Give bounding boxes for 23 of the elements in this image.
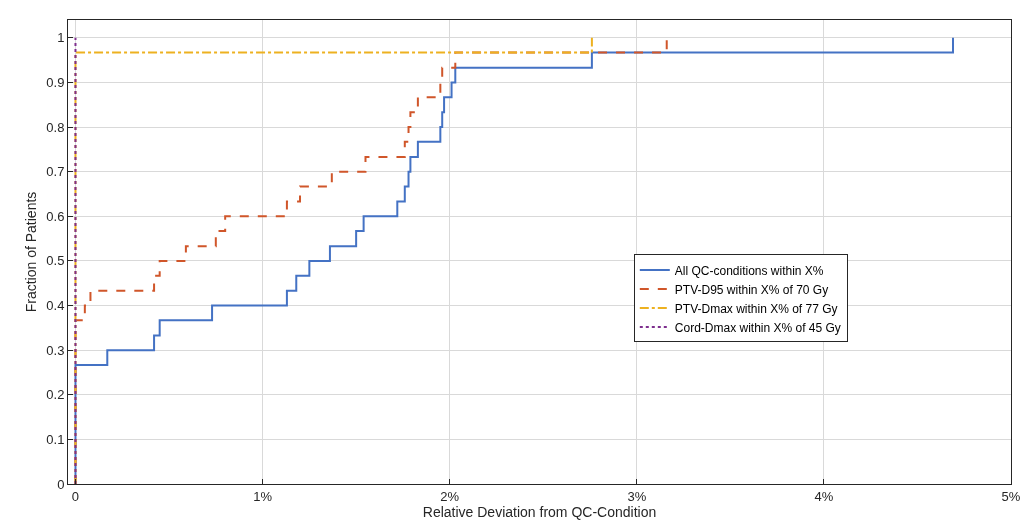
x-tick-label: 5%: [1001, 488, 1021, 504]
x-tick-label: 2%: [440, 488, 460, 504]
legend-label: PTV-D95 within X% of 70 Gy: [674, 282, 829, 297]
x-tick-label: 4%: [814, 488, 834, 504]
y-tick-label: 0.9: [46, 75, 65, 91]
x-tick-label: 3%: [627, 488, 647, 504]
y-tick-label: 0.8: [46, 119, 65, 135]
y-tick-label: 0.2: [46, 387, 65, 403]
legend-label: All QC-conditions within X%: [674, 263, 824, 278]
y-tick-label: 0: [57, 476, 65, 492]
legend-label: PTV-Dmax within X% of 77 Gy: [674, 301, 838, 316]
y-tick-label: 0.6: [46, 208, 65, 224]
x-tick-label: 1%: [253, 488, 273, 504]
y-tick-label: 0.3: [46, 342, 65, 358]
y-tick-label: 1: [57, 30, 65, 46]
x-tick-label: 0: [71, 488, 80, 504]
y-tick-label: 0.1: [46, 431, 65, 447]
legend-label: Cord-Dmax within X% of 45 Gy: [674, 320, 841, 335]
x-axis-title: Relative Deviation from QC-Condition: [422, 503, 657, 520]
y-tick-label: 0.4: [46, 298, 65, 314]
y-tick-label: 0.7: [46, 164, 65, 180]
y-axis-title: Fraction of Patients: [22, 191, 39, 313]
y-tick-label: 0.5: [46, 253, 65, 269]
